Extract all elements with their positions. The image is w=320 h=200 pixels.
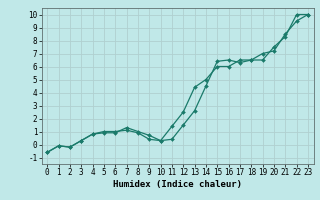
X-axis label: Humidex (Indice chaleur): Humidex (Indice chaleur) bbox=[113, 180, 242, 189]
